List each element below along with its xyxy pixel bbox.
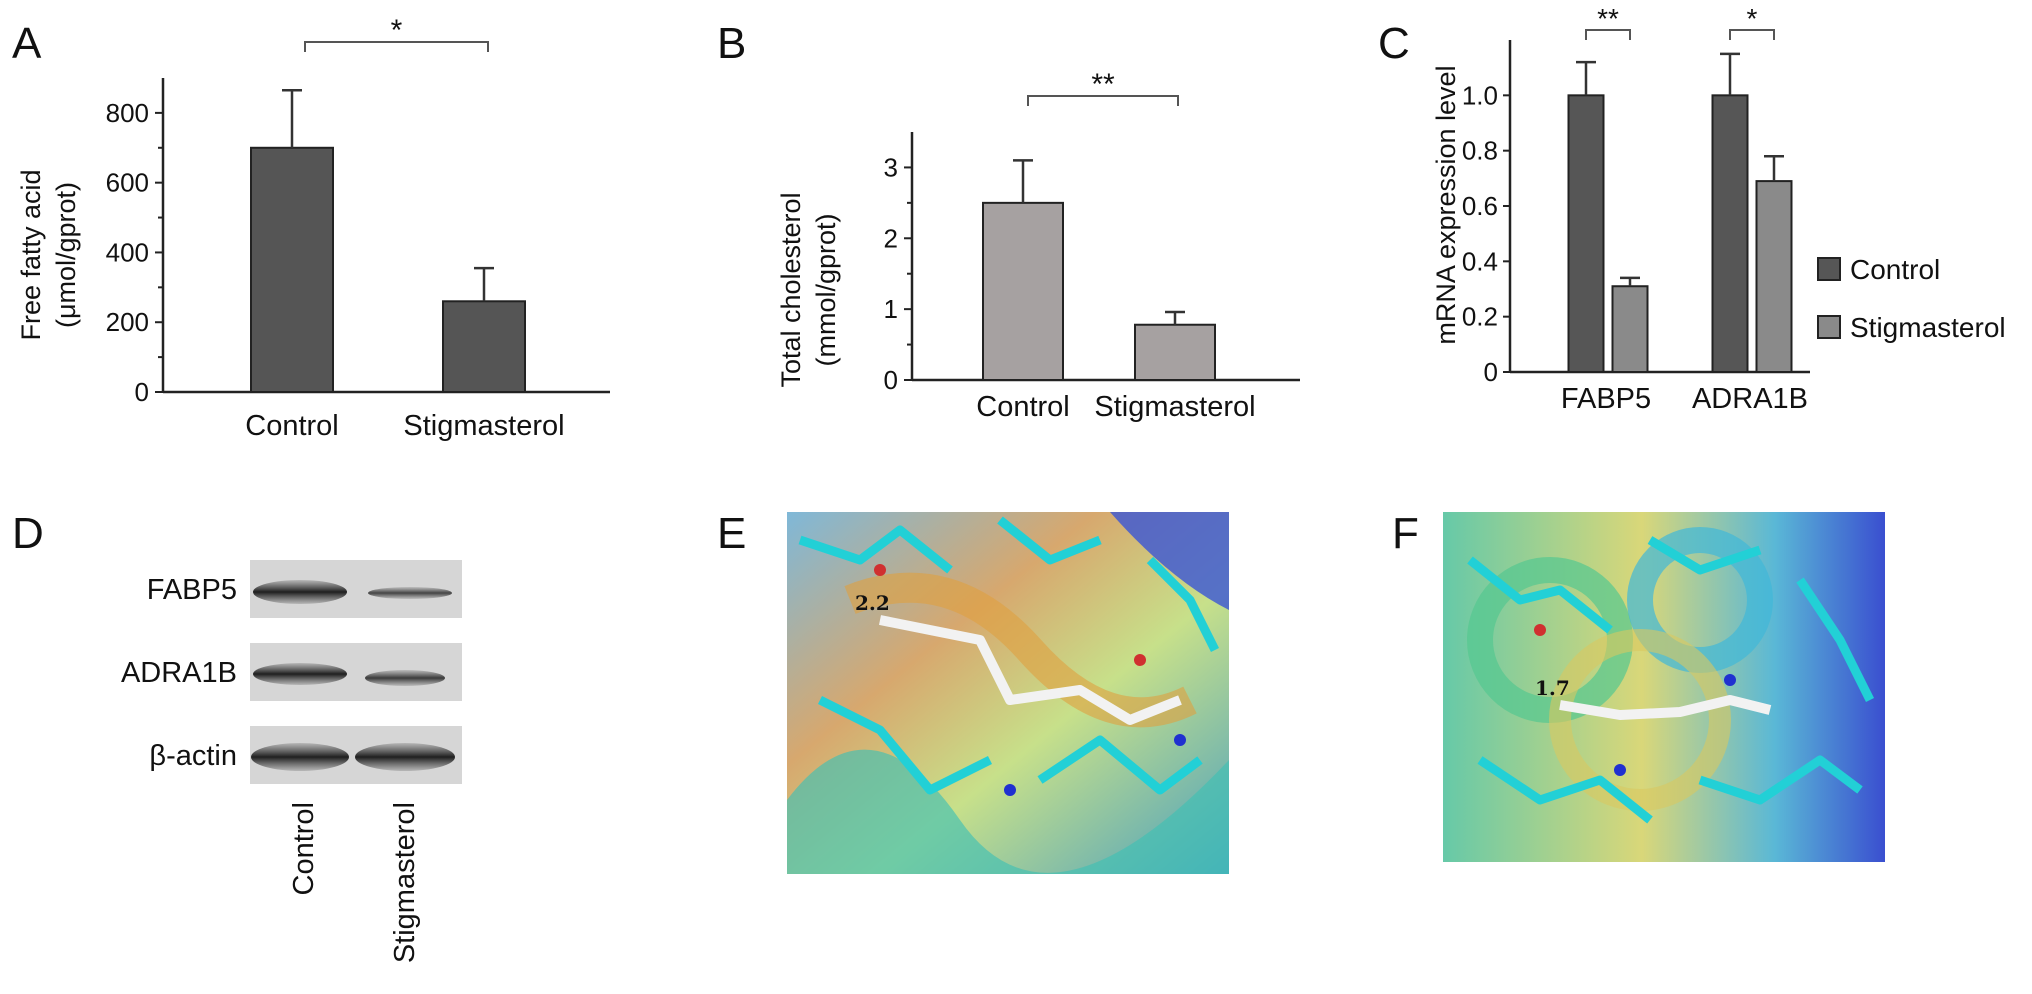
chart-a-ytick-label: 600: [106, 168, 149, 198]
band-fabp5-control: [253, 580, 347, 604]
panel-label-e: E: [717, 509, 746, 558]
chart-b-ylabel-unit: (mmol/gprot): [811, 213, 841, 366]
chart-b: Total cholesterol (mmol/gprot) 0 1 2 3 Contr…: [776, 68, 1300, 423]
chart-b-significance-label: **: [1091, 68, 1115, 101]
chart-c-ytick-label: 0.6: [1462, 191, 1498, 221]
docking-image-f: 1.7: [1443, 512, 1885, 862]
chart-b-category-label: Control: [976, 391, 1070, 423]
chart-a-ytick-label: 200: [106, 307, 149, 337]
chart-a-ytick-label: 0: [135, 377, 149, 407]
chart-b-ytick-label: 0: [884, 365, 898, 395]
chart-a-ylabel-unit: (μmol/gprot): [51, 182, 81, 328]
chart-c-bar-control-fabp5: [1567, 94, 1605, 373]
nitrogen-f-2: [1614, 764, 1626, 776]
helix-f-3: [1549, 629, 1731, 811]
nitrogen-e-1: [1004, 784, 1016, 796]
chart-c-legend-swatch-stigmasterol: [1817, 315, 1841, 339]
chart-c-ytick-label: 0.4: [1462, 246, 1498, 276]
docking-f-distance: 1.7: [1535, 676, 1570, 700]
oxygen-f-1: [1534, 624, 1546, 636]
chart-c-legend-label-control: Control: [1850, 254, 1940, 285]
chart-b-ytick-label: 2: [884, 223, 898, 253]
western-blot: FABP5 ADRA1B β-actin Control Stigmastero…: [121, 560, 462, 963]
chart-a-category-label: Control: [245, 410, 339, 442]
chart-c-category-label: ADRA1B: [1692, 383, 1808, 415]
blot-col-label-stigmasterol: Stigmasterol: [389, 802, 421, 963]
chart-c-bar-control-adra1b: [1711, 94, 1749, 373]
chart-a-bar-stigmasterol: [442, 300, 526, 393]
residues-e: [798, 516, 1220, 795]
chart-a-bar-control: [250, 146, 334, 393]
chart-c-ytick-label: 1.0: [1462, 80, 1498, 110]
chart-a-ytick-label: 800: [106, 98, 149, 128]
blot-col-label-control: Control: [288, 802, 320, 896]
chart-c-ytick-label: 0.2: [1462, 302, 1498, 332]
band-actin-control: [251, 743, 349, 771]
chart-b-bar-control: [982, 201, 1064, 381]
docking-e-distance: 2.2: [855, 591, 890, 615]
panel-label-d: D: [12, 509, 44, 558]
chart-c-bar-stigmasterol-adra1b: [1755, 180, 1793, 373]
chart-c-significance-adra1b-label: *: [1747, 3, 1758, 34]
docking-image-e: 2.2: [787, 512, 1229, 874]
chart-c-bar-stigmasterol-fabp5: [1611, 285, 1649, 374]
band-adra1b-control: [253, 663, 347, 685]
ligand-e: [879, 615, 1182, 725]
chart-c-significance-fabp5-bracket: [1585, 29, 1631, 40]
blot-row-label-actin: β-actin: [149, 740, 237, 772]
chart-c-significance-fabp5-label: **: [1597, 3, 1619, 34]
chart-a: Free fatty acid (μmol/gprot) 0 200 400 600 8…: [16, 14, 610, 442]
chart-c: mRNA expression level 0 0.2 0.4 0.6 0.8 1.0 FA…: [1431, 3, 2006, 415]
chart-a-significance-label: *: [391, 14, 403, 47]
chart-b-ytick-label: 1: [884, 294, 898, 324]
chart-b-bar-stigmasterol: [1134, 323, 1216, 381]
nitrogen-e-2: [1174, 734, 1186, 746]
panel-label-b: B: [717, 19, 746, 68]
chart-b-ytick-label: 3: [884, 152, 898, 182]
chart-c-legend-swatch-control: [1817, 257, 1841, 281]
chart-b-category-label: Stigmasterol: [1094, 391, 1255, 423]
chart-b-ylabel: Total cholesterol: [776, 192, 806, 387]
residues-f: [1467, 536, 1875, 824]
chart-a-ylabel: Free fatty acid: [16, 169, 46, 340]
panel-label-a: A: [12, 19, 42, 68]
chart-b-significance-bracket: [1027, 95, 1179, 106]
chart-a-category-label: Stigmasterol: [403, 410, 564, 442]
oxygen-e-1: [874, 564, 886, 576]
chart-a-ytick-label: 400: [106, 237, 149, 267]
chart-c-ylabel: mRNA expression level: [1431, 65, 1461, 344]
band-fabp5-stig: [368, 587, 452, 599]
nitrogen-f-1: [1724, 674, 1736, 686]
chart-c-category-label: FABP5: [1561, 383, 1651, 415]
band-adra1b-stig: [365, 670, 445, 686]
chart-c-ytick-label: 0: [1484, 357, 1498, 387]
blot-row-label-adra1b: ADRA1B: [121, 657, 237, 689]
blot-row-label-fabp5: FABP5: [147, 574, 237, 606]
ribbon-e-1: [787, 749, 1229, 874]
ribbon-e-2: [1110, 512, 1229, 610]
chart-c-significance-adra1b-bracket: [1729, 29, 1775, 40]
chart-c-ytick-label: 0.8: [1462, 136, 1498, 166]
panel-label-c: C: [1378, 19, 1410, 68]
chart-a-significance-bracket: [304, 41, 489, 52]
chart-c-legend-label-stigmasterol: Stigmasterol: [1850, 312, 2006, 343]
oxygen-e-2: [1134, 654, 1146, 666]
ligand-f: [1559, 695, 1772, 720]
panel-label-f: F: [1392, 509, 1419, 558]
band-actin-stig: [355, 743, 455, 771]
